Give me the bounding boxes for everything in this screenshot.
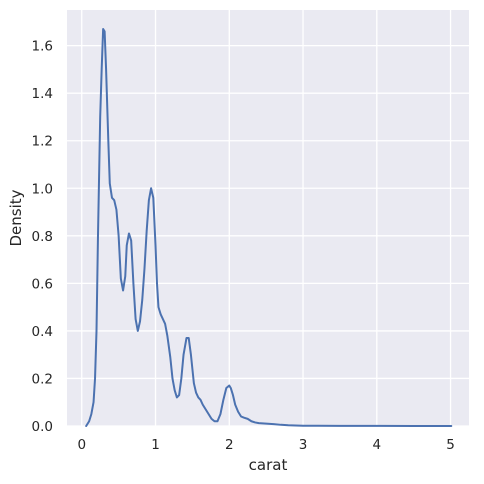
y-tick-labels: 0.0 0.2 0.4 0.6 0.8 1.0 1.2 1.4 1.6 <box>32 39 53 435</box>
y-tick-label: 0.2 <box>32 371 53 387</box>
x-tick-labels: 0 1 2 3 4 5 <box>77 437 454 453</box>
y-tick-label: 0.4 <box>32 324 53 340</box>
x-tick-label: 0 <box>77 437 86 453</box>
y-tick-label: 1.2 <box>32 134 53 150</box>
gridlines <box>67 10 469 427</box>
series-line-carat-density <box>85 28 453 427</box>
y-tick-label: 0.6 <box>32 276 53 292</box>
y-tick-label: 1.4 <box>32 86 53 102</box>
plot-area <box>67 10 469 426</box>
x-tick-label: 2 <box>225 437 234 453</box>
x-tick-label: 1 <box>151 437 160 453</box>
x-axis-label: carat <box>249 456 288 474</box>
y-axis-label: Density <box>7 189 25 246</box>
y-tick-label: 0.8 <box>32 229 53 245</box>
x-tick-label: 3 <box>299 437 308 453</box>
x-tick-label: 4 <box>373 437 382 453</box>
y-tick-label: 0.0 <box>32 419 53 435</box>
x-tick-label: 5 <box>446 437 455 453</box>
y-tick-label: 1.6 <box>32 39 53 55</box>
y-tick-label: 1.0 <box>32 181 53 197</box>
